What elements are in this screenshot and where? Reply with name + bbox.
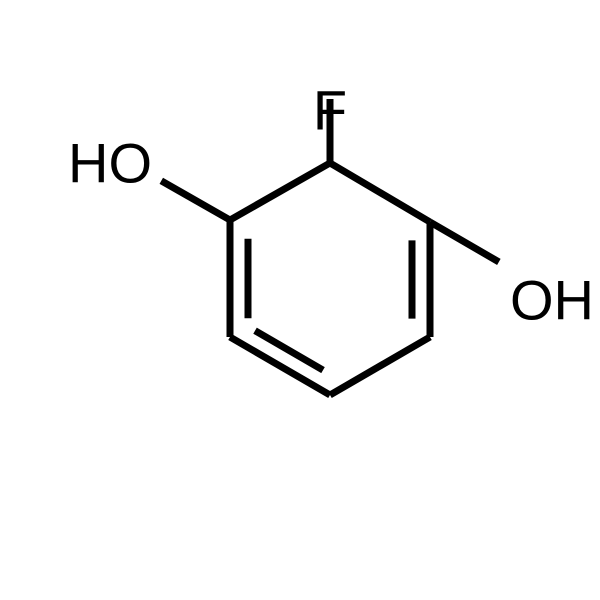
bond [230, 163, 330, 220]
bond [330, 163, 430, 222]
atom-label: HO [68, 132, 152, 195]
bond [255, 331, 323, 370]
molecule-diagram: HO F OH [0, 0, 600, 600]
atom-label: F [313, 79, 347, 142]
bond [330, 337, 430, 395]
bond [430, 222, 499, 262]
atom-label: OH [510, 269, 594, 332]
bond [161, 181, 230, 220]
